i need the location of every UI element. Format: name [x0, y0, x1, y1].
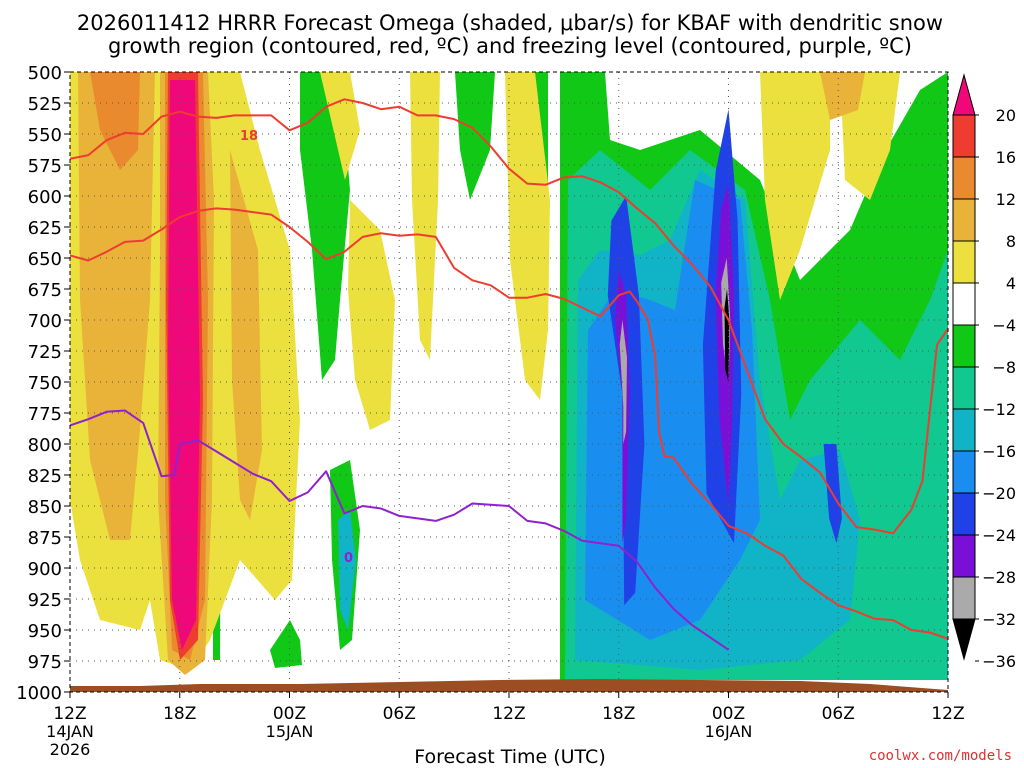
chart-title-line-2: growth region (contoured, red, ºC) and f…	[108, 34, 912, 58]
dgz-upper-contour	[70, 98, 948, 535]
y-tick-label: 675	[28, 280, 62, 301]
y-tick-label: 775	[28, 404, 62, 425]
y-tick-label: 850	[28, 497, 62, 518]
omega-shading-region	[320, 72, 360, 180]
omega-shading-region	[78, 72, 155, 540]
y-tick-label: 625	[28, 218, 62, 239]
y-tick-label: 975	[28, 652, 62, 673]
omega-shading-region	[300, 72, 350, 380]
x-tick-label: 18Z	[602, 704, 635, 724]
y-tick-label: 525	[28, 94, 62, 115]
colorbar-swatch	[952, 408, 976, 452]
contour-labels: 18 0	[240, 129, 353, 566]
dgz-contour-label: 18	[240, 129, 258, 144]
omega-shading-region	[338, 510, 356, 630]
colorbar-top-triangle	[952, 73, 976, 116]
y-tick-label: 575	[28, 156, 62, 177]
y-tick-label: 1000	[16, 683, 62, 704]
y-tick-label: 700	[28, 311, 62, 332]
x-tick-label: 00Z	[273, 704, 306, 724]
colorbar-swatch	[952, 198, 976, 242]
x-tick-date-label: 14JAN	[46, 722, 94, 741]
colorbar-label: −20	[982, 484, 1016, 503]
omega-shading-region	[168, 80, 200, 650]
freezing-contour-label: 0	[344, 551, 353, 566]
colorbar-swatch	[952, 114, 976, 158]
colorbar-label: 4	[1006, 274, 1016, 293]
colorbar-swatch	[952, 492, 976, 536]
colorbar-label: −28	[982, 568, 1016, 587]
colorbar-swatch	[952, 324, 976, 368]
colorbar-label: −8	[992, 358, 1016, 377]
colorbar: 20 16 12 8 4 −4 −8 −12 −16 −20 −24 −28 −32 −36	[952, 73, 1016, 671]
colorbar-label: 20	[996, 106, 1016, 125]
x-tick-label: 06Z	[383, 704, 416, 724]
y-tick-label: 750	[28, 373, 62, 394]
colorbar-swatch	[952, 240, 976, 284]
omega-shading-region	[760, 72, 830, 300]
x-tick-label: 12Z	[492, 704, 525, 724]
colorbar-bottom-triangle	[952, 618, 976, 661]
y-axis: 500 525 550 575 600 625 650 675 700 725 750 775 800 8…	[16, 63, 70, 704]
credit-text: coolwx.com/models	[869, 748, 1012, 764]
colorbar-label: −4	[992, 316, 1016, 335]
x-tick-label: 00Z	[712, 704, 745, 724]
colorbar-swatch	[952, 366, 976, 410]
x-tick-label: 12Z	[931, 704, 964, 724]
colorbar-swatch	[952, 576, 976, 620]
omega-shading-region	[90, 72, 140, 170]
x-tick-label: 18Z	[163, 704, 196, 724]
colorbar-label: 16	[996, 148, 1016, 167]
omega-min-shading-6	[619, 320, 627, 444]
omega-shading-region	[820, 72, 865, 120]
colorbar-label: −16	[982, 442, 1016, 461]
x-tick-date-label: 16JAN	[705, 722, 753, 741]
x-tick-date-label: 15JAN	[266, 722, 314, 741]
y-tick-label: 600	[28, 187, 62, 208]
x-axis-label: Forecast Time (UTC)	[414, 746, 605, 768]
colorbar-swatch	[952, 450, 976, 494]
omega-shading-region	[455, 72, 495, 200]
plot-area: 18 0	[69, 71, 949, 693]
terrain-band	[70, 679, 948, 692]
omega-shading-region	[505, 72, 550, 400]
omega-shading-region	[270, 620, 302, 668]
dgz-lower-contour	[70, 207, 948, 640]
y-tick-label: 550	[28, 125, 62, 146]
y-tick-label: 500	[28, 63, 62, 84]
y-tick-label: 950	[28, 621, 62, 642]
colorbar-swatch	[952, 534, 976, 578]
colorbar-label: −12	[982, 400, 1016, 419]
y-tick-label: 875	[28, 528, 62, 549]
y-tick-label: 725	[28, 342, 62, 363]
x-tick-label: 06Z	[822, 704, 855, 724]
colorbar-label: −32	[982, 610, 1016, 629]
omega-shading-region	[230, 150, 262, 520]
colorbar-label: 12	[996, 190, 1016, 209]
colorbar-label: 8	[1006, 232, 1016, 251]
y-tick-label: 650	[28, 249, 62, 270]
omega-shading-region	[410, 72, 440, 360]
y-tick-label: 825	[28, 466, 62, 487]
y-tick-label: 900	[28, 559, 62, 580]
y-tick-label: 925	[28, 590, 62, 611]
chart-title-line-1: 2026011412 HRRR Forecast Omega (shaded, …	[77, 11, 943, 35]
omega-min-shading-5	[615, 270, 630, 544]
colorbar-swatch	[952, 282, 976, 326]
x-tick-year-label: 2026	[50, 740, 91, 759]
omega-shading-region	[348, 200, 395, 430]
colorbar-swatch	[952, 156, 976, 200]
y-tick-label: 800	[28, 435, 62, 456]
colorbar-label: −36	[982, 652, 1016, 671]
x-tick-label: 12Z	[53, 704, 86, 724]
colorbar-label: −24	[982, 526, 1016, 545]
freezing-level-contour	[70, 409, 730, 651]
